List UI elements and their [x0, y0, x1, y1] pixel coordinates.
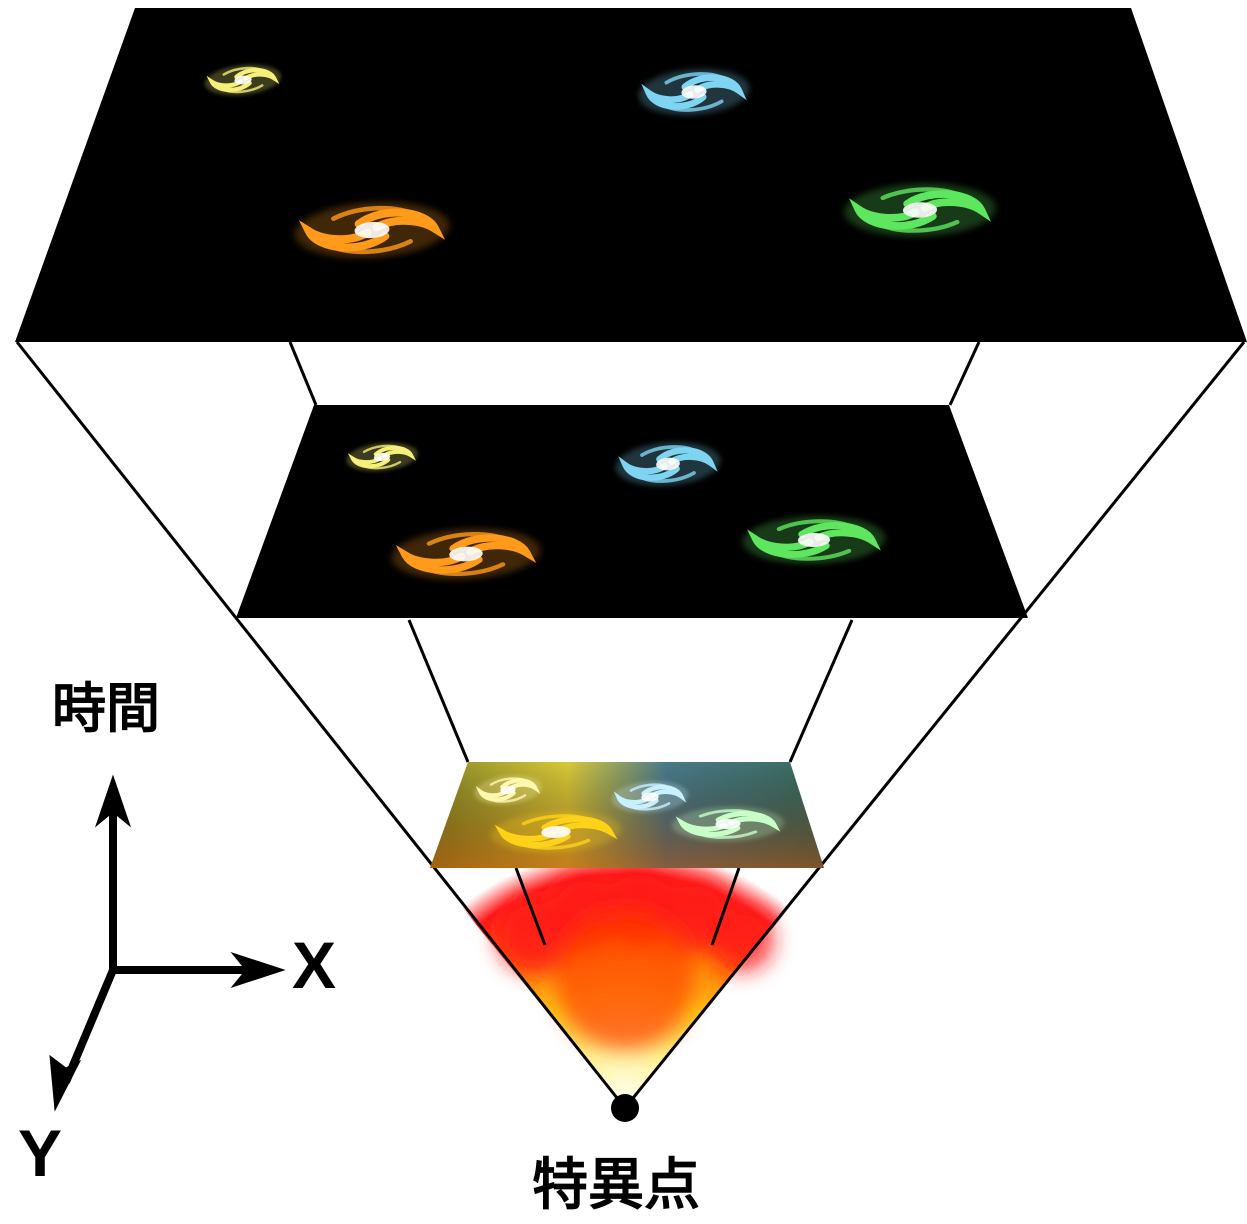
- expansion-cone-lines: [15, 341, 1246, 1109]
- space-slice-middle: [236, 405, 1028, 618]
- y-axis-arrowhead: [49, 1054, 82, 1112]
- space-slice-late: [15, 8, 1247, 342]
- singularity-point: [611, 1094, 639, 1122]
- y-axis-label: Y: [18, 1116, 63, 1190]
- time-axis-label: 時間: [52, 677, 160, 740]
- x-axis-label: X: [292, 928, 337, 1002]
- big-bang-glow: [430, 867, 822, 1108]
- y-axis-line: [62, 968, 117, 1084]
- space-slice-early: [430, 762, 824, 868]
- singularity-label: 特異点: [532, 1153, 700, 1218]
- axes: [49, 774, 286, 1112]
- time-axis-arrowhead: [94, 774, 132, 828]
- x-axis-arrowhead: [230, 951, 286, 989]
